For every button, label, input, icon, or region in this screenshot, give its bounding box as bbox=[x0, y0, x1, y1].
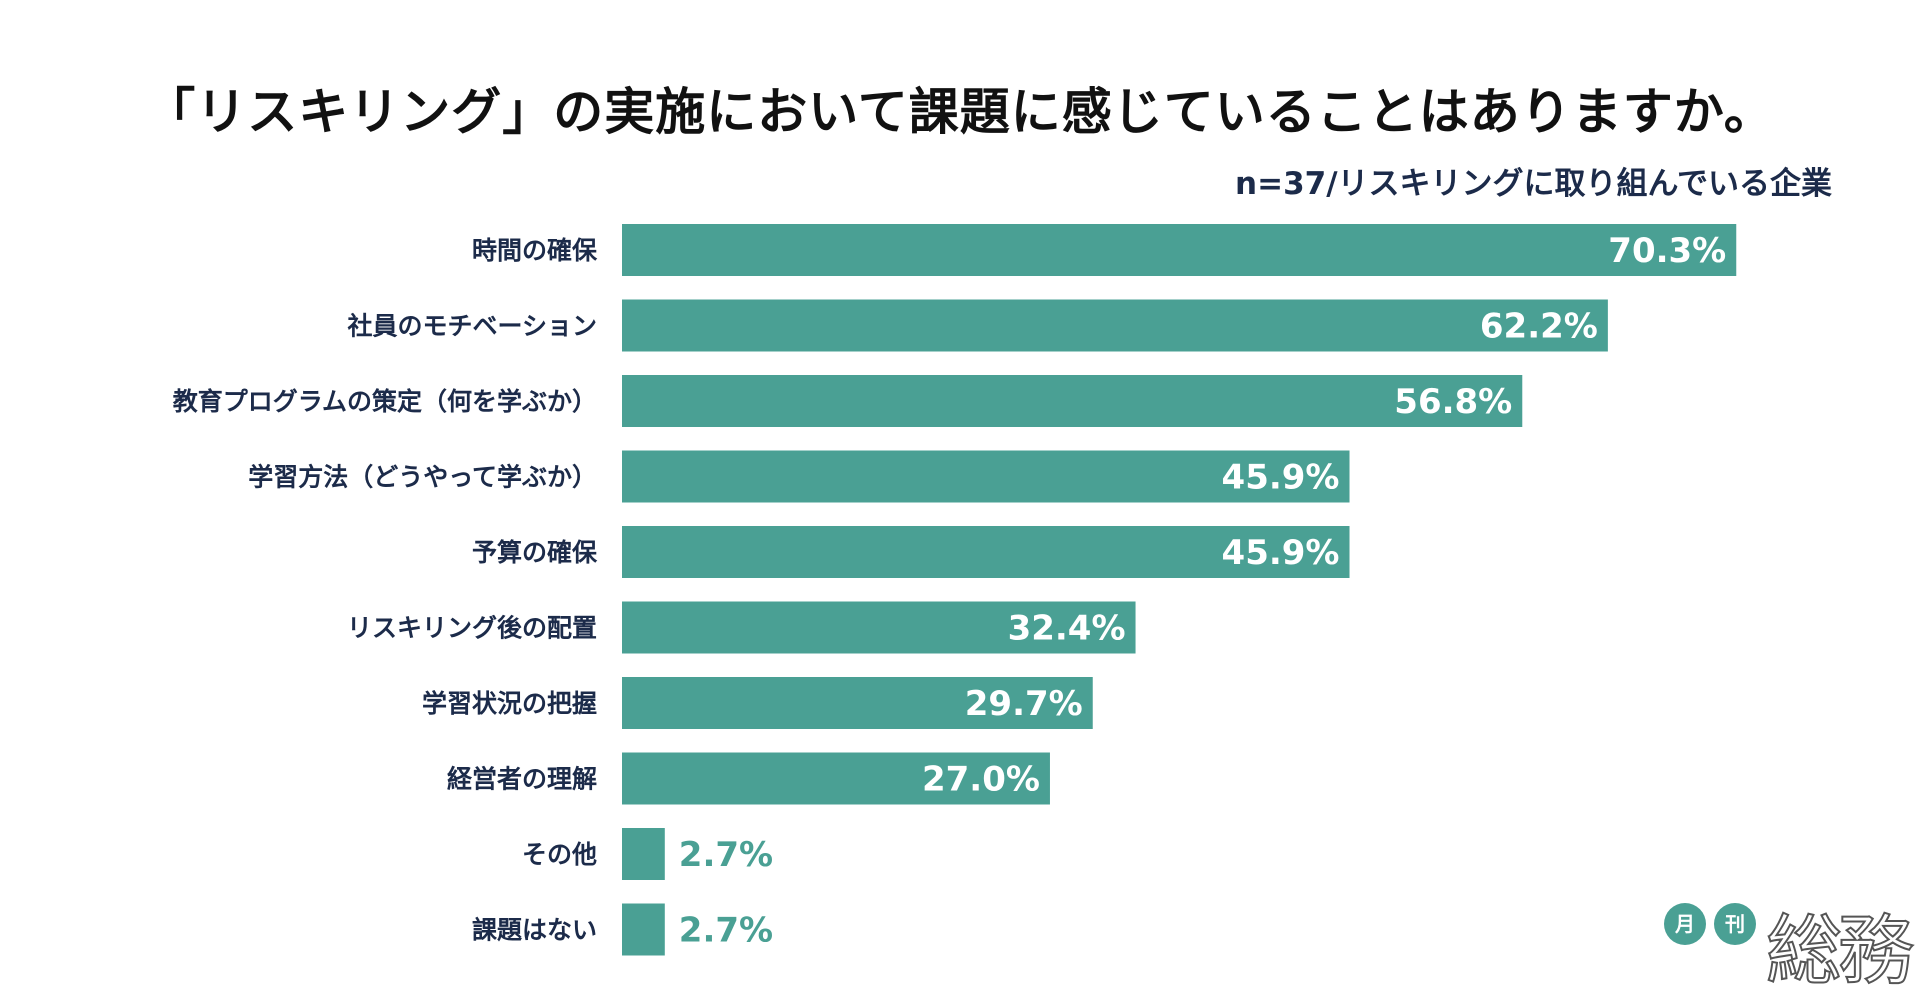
bar-row: 時間の確保 70.3% bbox=[472, 224, 1737, 276]
category-label: その他 bbox=[522, 840, 597, 869]
category-label: 時間の確保 bbox=[472, 236, 598, 265]
bar-row: 課題はない 2.7% bbox=[472, 903, 773, 956]
value-label: 56.8% bbox=[1394, 382, 1512, 422]
bar bbox=[622, 828, 665, 880]
logo-badge-month: 月 bbox=[1664, 903, 1706, 945]
value-label: 27.0% bbox=[922, 760, 1040, 800]
chart-title: 「リスキリング」の実施において課題に感じていることはありますか。 bbox=[145, 83, 1775, 141]
bar-row: 予算の確保 45.9% bbox=[472, 526, 1350, 578]
bar bbox=[622, 375, 1523, 427]
bar-row: 学習方法（どうやって学ぶか） 45.9% bbox=[248, 450, 1350, 503]
bar-row: リスキリング後の配置 32.4% bbox=[347, 601, 1136, 654]
value-label: 2.7% bbox=[679, 835, 773, 875]
bar bbox=[622, 526, 1350, 578]
category-label: 教育プログラムの策定（何を学ぶか） bbox=[173, 387, 597, 416]
bar-row: 社員のモチベーション 62.2% bbox=[347, 299, 1608, 352]
value-label: 70.3% bbox=[1608, 231, 1726, 271]
value-label: 32.4% bbox=[1008, 609, 1126, 649]
bar bbox=[622, 752, 1050, 805]
value-label: 62.2% bbox=[1480, 307, 1598, 347]
value-label: 29.7% bbox=[965, 684, 1083, 724]
bar-row: 経営者の理解 27.0% bbox=[447, 752, 1050, 805]
bar bbox=[622, 903, 665, 956]
logo-badge-issue: 刊 bbox=[1714, 903, 1756, 945]
value-label: 45.9% bbox=[1222, 533, 1340, 573]
category-label: 学習状況の把握 bbox=[422, 689, 597, 718]
chart-subtitle: n=37/リスキリングに取り組んでいる企業 bbox=[1235, 166, 1832, 202]
bar bbox=[622, 299, 1608, 352]
category-label: 予算の確保 bbox=[472, 538, 598, 567]
bar bbox=[622, 601, 1136, 654]
category-label: 経営者の理解 bbox=[447, 765, 597, 794]
category-label: 学習方法（どうやって学ぶか） bbox=[248, 463, 597, 492]
bar-row: 学習状況の把握 29.7% bbox=[422, 677, 1093, 729]
bar bbox=[622, 450, 1350, 503]
publisher-logo: 月 刊 総務 bbox=[1664, 895, 1915, 996]
bar-row: その他 2.7% bbox=[522, 828, 773, 880]
category-label: 課題はない bbox=[472, 916, 597, 945]
bar-row: 教育プログラムの策定（何を学ぶか） 56.8% bbox=[173, 375, 1523, 427]
bar bbox=[622, 224, 1737, 276]
category-label: リスキリング後の配置 bbox=[347, 614, 597, 643]
category-label: 社員のモチベーション bbox=[347, 312, 597, 341]
value-label: 2.7% bbox=[679, 911, 773, 951]
bar bbox=[622, 677, 1093, 729]
value-label: 45.9% bbox=[1222, 458, 1340, 498]
logo-wordmark: 総務 bbox=[1765, 905, 1915, 996]
